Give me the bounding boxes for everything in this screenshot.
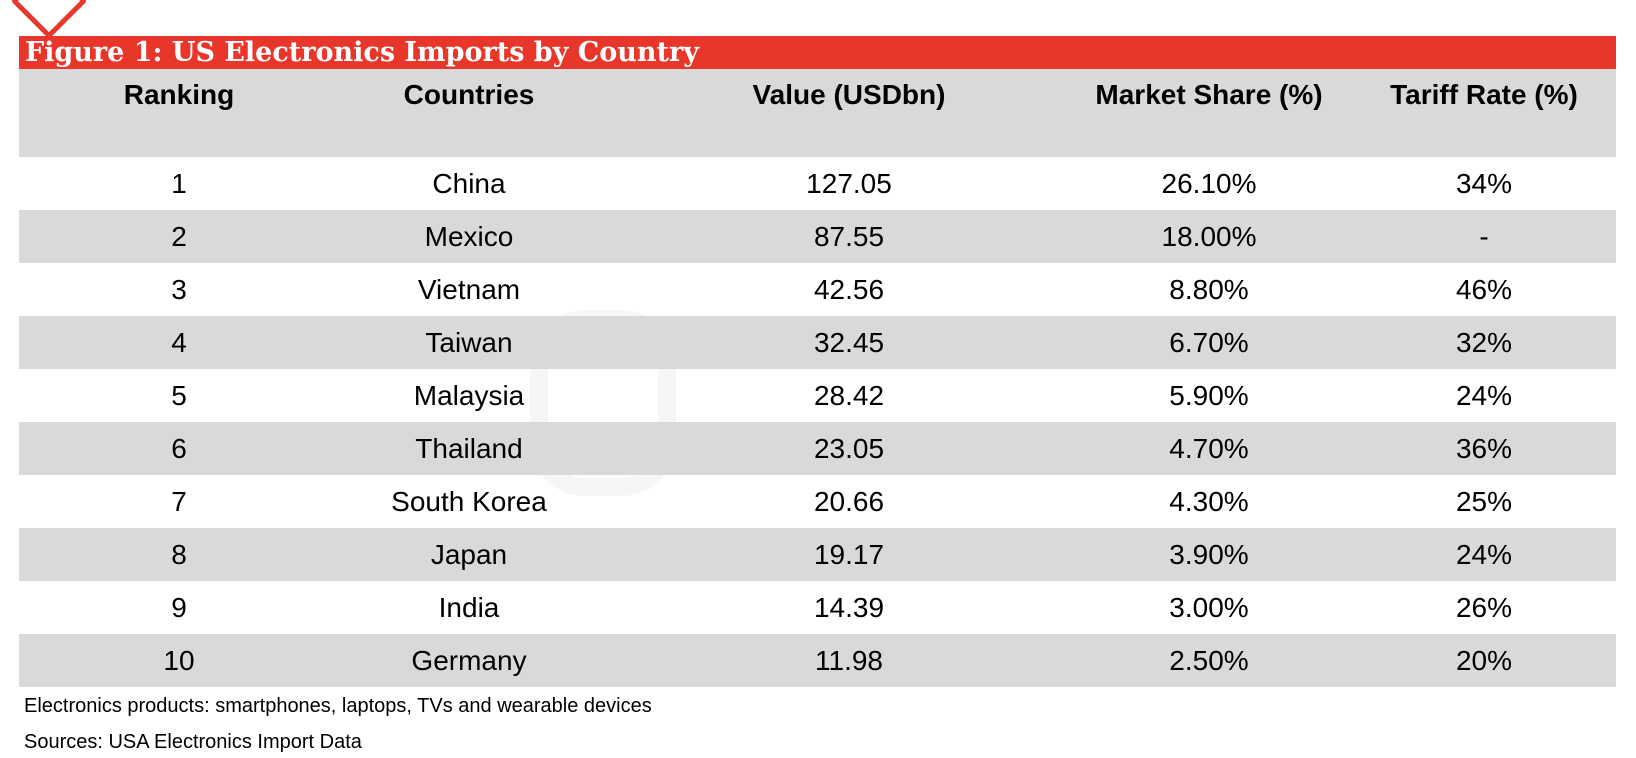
cell-countries: South Korea <box>391 486 547 517</box>
cell-value: 87.55 <box>813 221 885 252</box>
cell-market-share: 3.90% <box>1169 539 1249 570</box>
cell-tariff-rate: 24% <box>1455 539 1513 570</box>
cell-value: 32.45 <box>813 327 885 358</box>
cell-countries: Mexico <box>424 221 514 252</box>
cell-value: 20.66 <box>813 486 885 517</box>
cell-countries: Thailand <box>415 433 523 464</box>
table-row: 3 Vietnam 42.56 8.80% 46% <box>19 263 1616 316</box>
cell-market-share: 8.80% <box>1169 274 1249 305</box>
cell-tariff-rate: 25% <box>1455 486 1513 517</box>
cell-ranking: 9 <box>171 592 187 623</box>
cell-countries: Japan <box>430 539 508 570</box>
table-row: 2 Mexico 87.55 18.00% - <box>19 210 1616 263</box>
cell-market-share: 2.50% <box>1169 645 1249 676</box>
figure-title-bar: Figure 1: US Electronics Imports by Coun… <box>19 36 1616 69</box>
cell-ranking: 4 <box>171 327 187 358</box>
figure-title: Figure 1: US Electronics Imports by Coun… <box>25 37 699 68</box>
cell-ranking: 5 <box>171 380 187 411</box>
cell-countries: Malaysia <box>413 380 525 411</box>
cell-market-share: 5.90% <box>1169 380 1249 411</box>
cell-value: 19.17 <box>813 539 885 570</box>
table-row: 7 South Korea 20.66 4.30% 25% <box>19 475 1616 528</box>
cell-market-share: 18.00% <box>1161 221 1257 252</box>
cell-countries: Vietnam <box>417 274 521 305</box>
cell-countries: India <box>438 592 500 623</box>
header-ranking: Ranking <box>123 79 235 110</box>
cell-tariff-rate: 32% <box>1455 327 1513 358</box>
cell-market-share: 4.30% <box>1169 486 1249 517</box>
cell-ranking: 2 <box>171 221 187 252</box>
cell-countries: China <box>432 168 506 199</box>
table-row: 6 Thailand 23.05 4.70% 36% <box>19 422 1616 475</box>
table-body: 1 China 127.05 26.10% 34% 2 Mexico 87.55 18.00% -… <box>19 157 1616 687</box>
cell-value: 11.98 <box>815 645 883 676</box>
table-row: 5 Malaysia 28.42 5.90% 24% <box>19 369 1616 422</box>
cell-ranking: 6 <box>171 433 187 464</box>
table-header-row: Ranking Countries Value (USDbn) Market Shar… <box>19 69 1616 157</box>
cell-market-share: 6.70% <box>1169 327 1249 358</box>
table-row: 1 China 127.05 26.10% 34% <box>19 157 1616 210</box>
cell-tariff-rate: 20% <box>1455 645 1513 676</box>
cell-tariff-rate: 34% <box>1455 168 1513 199</box>
footnote-products: Electronics products: smartphones, lapto… <box>24 695 652 717</box>
cell-value: 42.56 <box>813 274 885 305</box>
cell-tariff-rate: - <box>1479 221 1489 252</box>
cell-ranking: 10 <box>163 645 195 676</box>
cell-market-share: 3.00% <box>1169 592 1249 623</box>
table-row: 9 India 14.39 3.00% 26% <box>19 581 1616 634</box>
table-row: 10 Germany 11.98 2.50% 20% <box>19 634 1616 687</box>
cell-market-share: 26.10% <box>1161 168 1257 199</box>
cell-value: 127.05 <box>806 168 892 199</box>
cell-ranking: 3 <box>171 274 187 305</box>
header-tariff-rate: Tariff Rate (%) <box>1390 79 1578 110</box>
table-row: 4 Taiwan 32.45 6.70% 32% <box>19 316 1616 369</box>
cell-countries: Taiwan <box>425 327 513 358</box>
cell-tariff-rate: 26% <box>1455 592 1513 623</box>
cell-countries: Germany <box>411 645 527 676</box>
cell-tariff-rate: 36% <box>1455 433 1513 464</box>
cell-market-share: 4.70% <box>1169 433 1249 464</box>
cell-tariff-rate: 24% <box>1455 380 1513 411</box>
brand-logo-icon <box>10 0 88 40</box>
header-market-share: Market Share (%) <box>1095 79 1323 110</box>
footnote-sources: Sources: USA Electronics Import Data <box>24 731 362 753</box>
table-row: 8 Japan 19.17 3.90% 24% <box>19 528 1616 581</box>
cell-value: 28.42 <box>813 380 885 411</box>
cell-ranking: 8 <box>171 539 187 570</box>
cell-tariff-rate: 46% <box>1455 274 1513 305</box>
cell-ranking: 1 <box>171 168 187 199</box>
header-countries: Countries <box>403 79 535 110</box>
cell-ranking: 7 <box>171 486 187 517</box>
header-value: Value (USDbn) <box>752 79 946 110</box>
cell-value: 14.39 <box>813 592 885 623</box>
imports-table: Ranking Countries Value (USDbn) Market Shar… <box>19 69 1616 687</box>
cell-value: 23.05 <box>813 433 885 464</box>
